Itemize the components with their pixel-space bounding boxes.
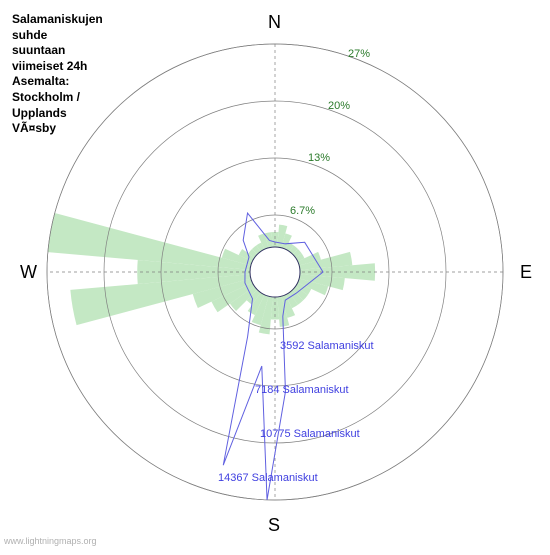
compass-n: N: [268, 12, 281, 33]
compass-s: S: [268, 515, 280, 536]
chart-title: Salamaniskujen suhde suuntaan viimeiset …: [12, 12, 103, 137]
ring-label-3: 27%: [348, 48, 370, 60]
compass-e: E: [520, 262, 532, 283]
compass-w: W: [20, 262, 37, 283]
ring-label-2: 20%: [328, 100, 350, 112]
ring-label-1: 13%: [308, 152, 330, 164]
ring-label-0: 6.7%: [290, 205, 315, 217]
strike-label-0: 3592 Salamaniskut: [280, 340, 374, 352]
strike-label-3: 14367 Salamaniskut: [218, 472, 318, 484]
strike-label-1: 7184 Salamaniskut: [255, 384, 349, 396]
strike-label-2: 10775 Salamaniskut: [260, 428, 360, 440]
attribution-text: www.lightningmaps.org: [4, 536, 97, 546]
